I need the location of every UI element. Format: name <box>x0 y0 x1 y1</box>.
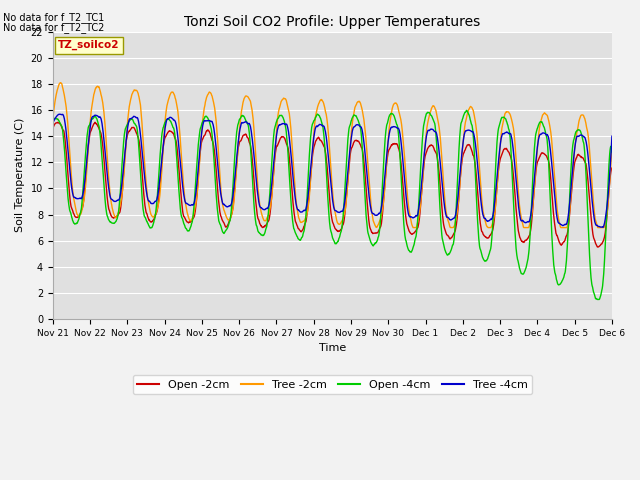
Open -2cm <box>49 126 56 132</box>
Tree -2cm <box>409 225 417 230</box>
Tree -2cm <box>49 116 56 122</box>
Tree -2cm <box>115 206 123 212</box>
Open -4cm <box>115 207 123 213</box>
Open -2cm <box>93 121 100 127</box>
Open -4cm <box>49 116 56 121</box>
Open -4cm <box>92 115 100 120</box>
Tree -4cm <box>308 151 316 157</box>
Tree -4cm <box>599 225 607 230</box>
X-axis label: Time: Time <box>319 343 346 353</box>
Open -2cm <box>367 228 375 234</box>
Line: Open -2cm: Open -2cm <box>52 122 612 247</box>
Open -4cm <box>367 240 375 245</box>
Open -4cm <box>308 125 316 131</box>
Tree -2cm <box>93 84 100 90</box>
Text: No data for f_T2_TC2: No data for f_T2_TC2 <box>3 22 104 33</box>
Open -2cm <box>593 244 601 250</box>
Open -4cm <box>608 149 616 155</box>
Legend: Open -2cm, Tree -2cm, Open -4cm, Tree -4cm: Open -2cm, Tree -2cm, Open -4cm, Tree -4… <box>132 375 532 394</box>
Tree -2cm <box>287 121 294 127</box>
Open -2cm <box>308 157 316 163</box>
Tree -2cm <box>367 205 375 211</box>
Open -4cm <box>286 184 294 190</box>
Line: Tree -2cm: Tree -2cm <box>52 83 612 228</box>
Tree -4cm <box>55 111 63 117</box>
Tree -4cm <box>115 196 123 202</box>
Open -4cm <box>298 235 305 240</box>
Text: TZ_soilco2: TZ_soilco2 <box>58 40 120 50</box>
Tree -4cm <box>298 209 306 215</box>
Open -2cm <box>298 228 306 234</box>
Open -2cm <box>91 120 99 125</box>
Open -4cm <box>463 108 470 113</box>
Tree -2cm <box>298 219 306 225</box>
Tree -2cm <box>57 80 65 85</box>
Open -2cm <box>115 210 123 216</box>
Line: Open -4cm: Open -4cm <box>52 110 612 300</box>
Open -2cm <box>287 167 294 173</box>
Open -4cm <box>593 297 601 302</box>
Y-axis label: Soil Temperature (C): Soil Temperature (C) <box>15 118 25 232</box>
Tree -4cm <box>608 133 616 139</box>
Title: Tonzi Soil CO2 Profile: Upper Temperatures: Tonzi Soil CO2 Profile: Upper Temperatur… <box>184 15 481 29</box>
Tree -4cm <box>49 120 56 126</box>
Open -2cm <box>608 165 616 171</box>
Tree -4cm <box>93 113 100 119</box>
Tree -2cm <box>608 144 616 149</box>
Line: Tree -4cm: Tree -4cm <box>52 114 612 228</box>
Tree -4cm <box>287 145 294 151</box>
Text: No data for f_T2_TC1: No data for f_T2_TC1 <box>3 12 104 23</box>
Tree -4cm <box>367 208 375 214</box>
Tree -2cm <box>308 156 316 161</box>
